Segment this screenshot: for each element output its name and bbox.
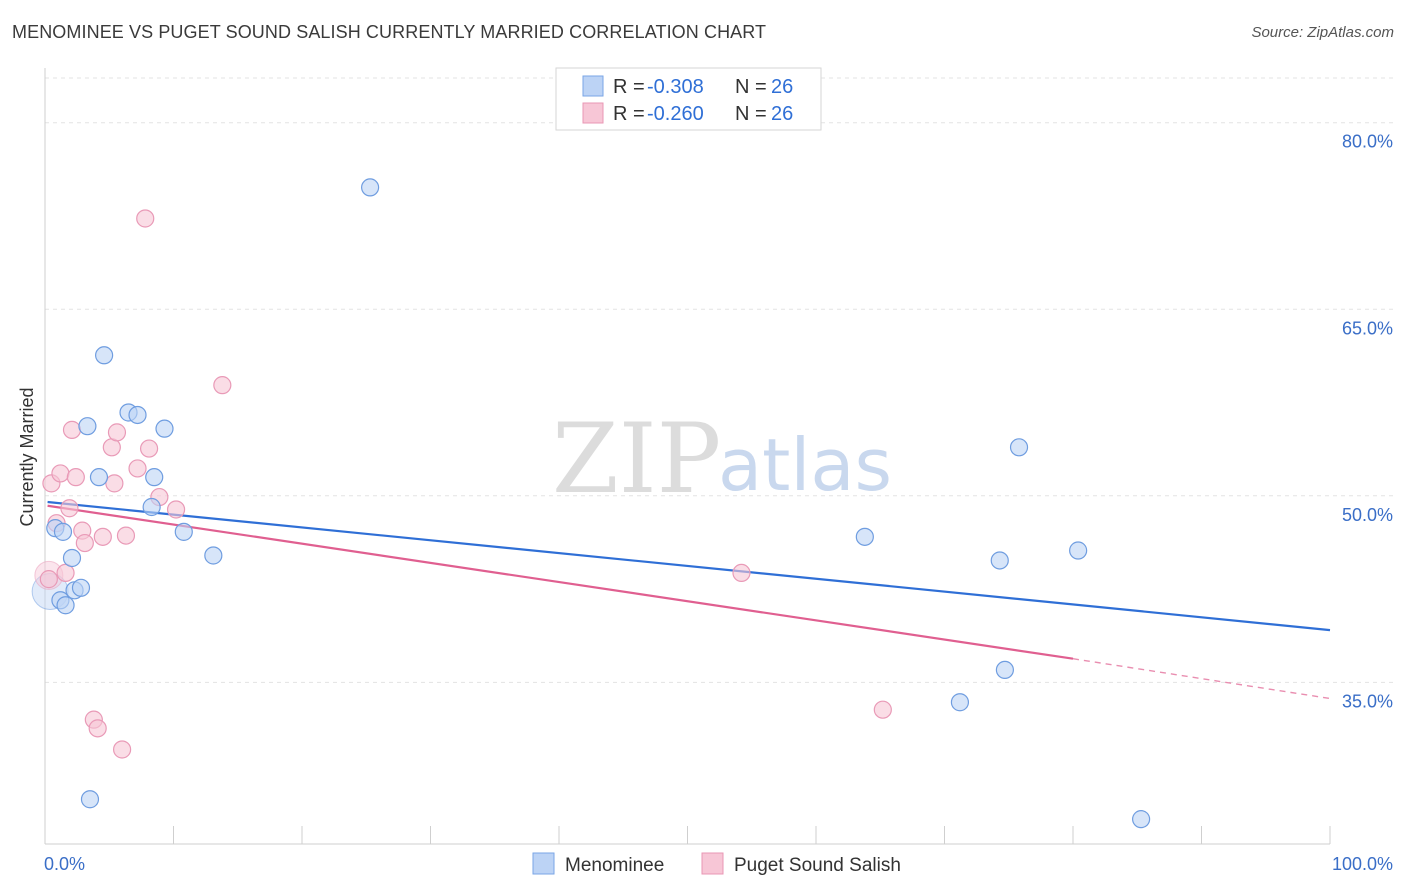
point-menominee — [80, 790, 100, 809]
point-menominee — [1009, 438, 1029, 457]
trend-line-menominee — [47, 500, 1331, 632]
legend-n-value-1: 26 — [771, 76, 793, 98]
x-tick-label: 0.0% — [44, 854, 85, 874]
point-menominee — [1132, 810, 1151, 829]
legend-r-label-1: R = — [613, 76, 645, 98]
point-puget-sound-salish — [93, 527, 112, 546]
watermark-atlas: atlas — [718, 423, 892, 507]
point-puget-sound-salish — [732, 563, 751, 583]
legend-r-value-1: -0.308 — [647, 76, 704, 98]
legend-n-label-1: N = — [735, 76, 767, 98]
point-puget-sound-salish — [66, 468, 85, 487]
point-menominee — [95, 346, 114, 365]
point-puget-sound-salish — [51, 464, 70, 483]
point-puget-sound-salish — [75, 533, 94, 553]
watermark: ZIP atlas — [552, 403, 892, 515]
x-tick-label: 100.0% — [1332, 854, 1393, 874]
grid-lines — [45, 77, 1393, 683]
point-menominee — [78, 417, 97, 436]
chart-title: MENOMINEE VS PUGET SOUND SALISH CURRENTL… — [12, 22, 767, 42]
point-puget-sound-salish — [166, 500, 186, 519]
point-puget-sound-salish — [139, 439, 159, 458]
point-menominee — [62, 548, 82, 568]
x-tick-labels: 0.0% 100.0% — [44, 854, 1393, 874]
point-puget-sound-salish — [213, 376, 232, 395]
point-menominee — [89, 468, 109, 487]
series-swatch-menominee — [532, 852, 555, 875]
legend-r-value-2: -0.260 — [647, 103, 704, 125]
legend-n-label-2: N = — [735, 103, 767, 125]
point-puget-sound-salish — [136, 209, 155, 228]
y-axis-label: Currently Married — [17, 387, 37, 526]
y-tick-label: 65.0% — [1342, 318, 1393, 338]
point-menominee — [128, 405, 147, 425]
correlation-legend: R = -0.308 N = 26 R = -0.260 N = 26 — [555, 67, 822, 131]
point-puget-sound-salish — [62, 420, 82, 439]
axes — [44, 68, 1331, 845]
point-menominee — [995, 660, 1014, 680]
point-menominee — [361, 178, 380, 197]
point-puget-sound-salish — [128, 459, 147, 478]
point-puget-sound-salish — [88, 719, 107, 738]
point-menominee — [56, 596, 75, 615]
point-menominee — [155, 419, 174, 438]
source-label: Source: ZipAtlas.com — [1251, 24, 1394, 41]
series-swatch-puget-sound-salish — [701, 852, 724, 875]
point-menominee — [1069, 541, 1088, 560]
trend-line-puget-sound-salish — [47, 504, 1074, 660]
point-menominee — [71, 578, 91, 597]
watermark-zip: ZIP — [552, 403, 721, 515]
point-menominee — [142, 497, 161, 517]
legend-swatch-menominee — [582, 75, 604, 97]
point-menominee — [53, 522, 73, 541]
series-legend: Menominee Puget Sound Salish — [532, 852, 901, 876]
legend-swatch-puget-sound-salish — [582, 102, 604, 124]
y-tick-label: 50.0% — [1342, 505, 1393, 525]
series-label-menominee: Menominee — [565, 855, 664, 876]
point-puget-sound-salish — [107, 423, 127, 442]
point-puget-sound-salish — [116, 526, 136, 545]
point-puget-sound-salish — [39, 570, 58, 589]
y-tick-label: 35.0% — [1342, 691, 1393, 711]
point-puget-sound-salish — [105, 474, 124, 493]
point-menominee — [145, 468, 164, 487]
trend-lines — [47, 500, 1331, 700]
point-menominee — [990, 551, 1009, 570]
data-points — [31, 178, 1151, 829]
point-menominee — [204, 546, 223, 565]
y-tick-label: 80.0% — [1342, 132, 1393, 152]
series-label-puget-sound-salish: Puget Sound Salish — [734, 855, 901, 876]
point-puget-sound-salish — [112, 740, 132, 759]
legend-n-value-2: 26 — [771, 103, 793, 125]
trend-line-puget-sound-salish-extension — [1072, 658, 1331, 700]
point-puget-sound-salish — [873, 700, 892, 719]
point-menominee — [950, 693, 970, 712]
legend-r-label-2: R = — [613, 103, 645, 125]
point-menominee — [855, 527, 874, 546]
y-tick-labels: 80.0% 65.0% 50.0% 35.0% — [1342, 132, 1393, 712]
point-menominee — [174, 522, 193, 541]
point-puget-sound-salish — [60, 499, 79, 518]
